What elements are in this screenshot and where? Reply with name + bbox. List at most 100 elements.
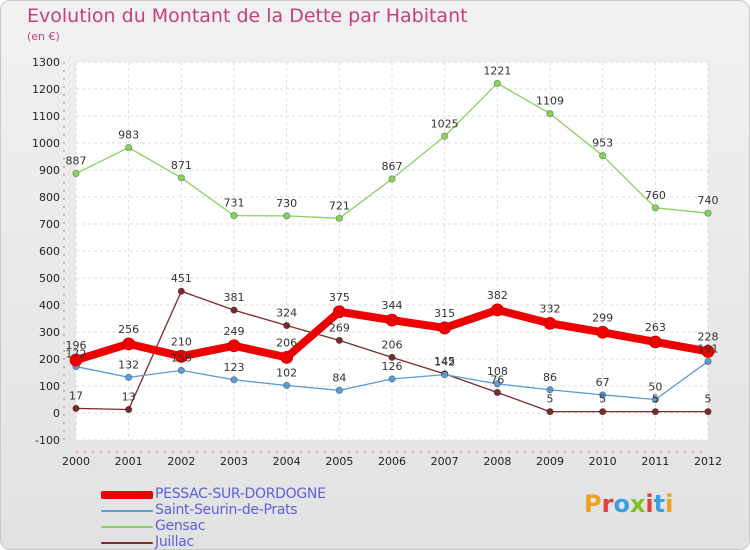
- data-point: [230, 212, 238, 220]
- data-label: 887: [66, 155, 87, 168]
- data-point: [388, 375, 396, 383]
- data-point: [125, 405, 133, 414]
- data-point: [230, 306, 238, 314]
- data-point: [122, 337, 136, 351]
- data-point: [599, 152, 607, 160]
- y-tick-label: 900: [39, 164, 60, 177]
- data-label: 67: [596, 376, 610, 389]
- y-tick-label: 0: [53, 407, 60, 420]
- data-label: 228: [698, 330, 719, 343]
- data-point: [230, 376, 238, 384]
- data-label: 760: [645, 189, 666, 202]
- data-label: 196: [66, 339, 87, 352]
- data-label: 5: [547, 393, 554, 406]
- y-tick-label: 100: [39, 380, 60, 393]
- data-label: 142: [434, 356, 455, 369]
- data-label: 382: [487, 289, 508, 302]
- x-tick-label: 2003: [220, 455, 248, 468]
- data-label: 332: [540, 302, 561, 315]
- data-label: 263: [645, 321, 666, 334]
- data-point: [335, 336, 343, 344]
- data-point: [332, 305, 346, 319]
- chart-subtitle: (en €): [27, 30, 60, 43]
- data-point: [177, 366, 185, 374]
- data-point: [651, 204, 659, 212]
- data-label: 375: [329, 291, 350, 304]
- data-point: [174, 349, 188, 363]
- data-label: 381: [224, 291, 245, 304]
- data-label: 5: [599, 393, 606, 406]
- y-tick-label: 200: [39, 353, 60, 366]
- data-point: [599, 391, 607, 399]
- data-point: [493, 388, 501, 397]
- legend-swatch: [101, 510, 153, 512]
- data-label: 158: [171, 351, 192, 364]
- y-tick-label: 800: [39, 191, 60, 204]
- x-tick-label: 2009: [536, 455, 564, 468]
- data-label: 315: [434, 307, 455, 320]
- logo-letter: t: [653, 490, 666, 518]
- x-tick-label: 2012: [694, 455, 722, 468]
- data-label: 50: [648, 381, 662, 394]
- data-point: [69, 353, 83, 367]
- data-label: 102: [276, 366, 297, 379]
- y-tick-label: -100: [35, 434, 60, 447]
- data-label: 210: [171, 335, 192, 348]
- x-tick-label: 2010: [589, 455, 617, 468]
- data-point: [493, 380, 501, 388]
- logo-letter: i: [665, 490, 674, 518]
- data-label: 132: [118, 358, 139, 371]
- data-point: [546, 408, 554, 416]
- data-point: [543, 316, 557, 330]
- data-label: 731: [224, 197, 245, 210]
- data-point: [72, 169, 80, 178]
- data-point: [125, 143, 133, 152]
- data-point: [651, 395, 659, 404]
- data-label: 5: [705, 393, 712, 406]
- logo-letter: i: [645, 490, 654, 518]
- x-tick-label: 2007: [431, 455, 459, 468]
- data-point: [280, 350, 294, 364]
- data-label: 867: [382, 160, 403, 173]
- data-label: 730: [276, 197, 297, 210]
- x-tick-label: 2006: [378, 455, 406, 468]
- data-point: [283, 321, 291, 330]
- data-label: 740: [698, 194, 719, 207]
- data-label: 123: [224, 361, 245, 374]
- data-label: 76: [490, 373, 504, 386]
- logo-letter: r: [601, 490, 614, 518]
- legend-label: Juillac: [155, 534, 194, 550]
- data-point: [177, 174, 185, 182]
- y-tick-label: 700: [39, 218, 60, 231]
- data-point: [701, 345, 715, 358]
- y-tick-label: 1300: [32, 56, 60, 69]
- legend-label: Saint-Seurin-de-Prats: [155, 502, 298, 518]
- x-tick-label: 2011: [641, 455, 669, 468]
- data-point: [546, 109, 554, 118]
- data-point: [490, 303, 504, 317]
- data-point: [546, 386, 554, 394]
- data-label: 5: [652, 393, 659, 406]
- data-point: [283, 381, 291, 390]
- data-point: [388, 353, 396, 361]
- proxiti-logo: Proxiti: [584, 490, 673, 518]
- data-label: 871: [171, 159, 192, 172]
- data-label: 84: [332, 371, 346, 384]
- legend-swatch: [101, 526, 153, 528]
- y-tick-label: 1000: [32, 137, 60, 150]
- data-label: 126: [382, 360, 403, 373]
- y-tick-label: 300: [39, 326, 60, 339]
- data-point: [704, 209, 712, 217]
- data-point: [651, 408, 659, 416]
- data-label: 953: [592, 137, 613, 150]
- legend-swatch: [101, 542, 153, 544]
- logo-letter: o: [613, 490, 630, 518]
- data-label: 13: [122, 390, 136, 403]
- legend-label: Gensac: [155, 518, 206, 534]
- y-tick-label: 1200: [32, 83, 60, 96]
- data-point: [493, 79, 501, 87]
- logo-letter: x: [629, 490, 646, 518]
- data-label: 721: [329, 199, 350, 212]
- data-point: [438, 321, 452, 335]
- data-point: [388, 175, 396, 183]
